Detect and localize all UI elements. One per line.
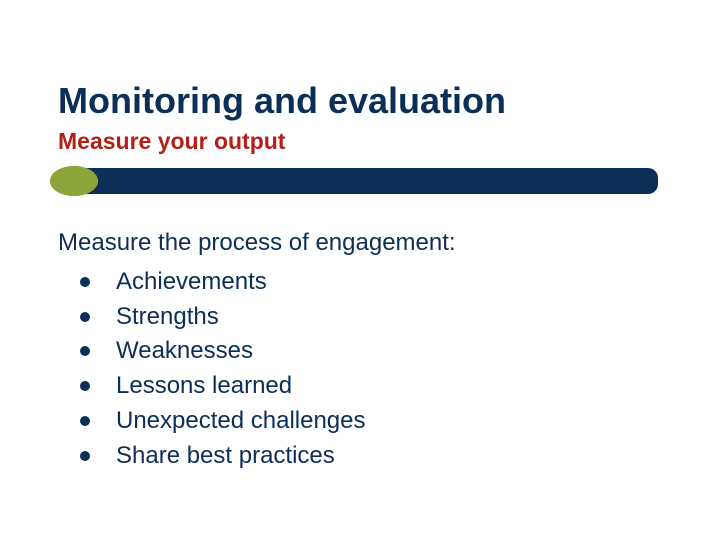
list-item: Lessons learned <box>58 369 658 404</box>
list-item: Strengths <box>58 300 658 335</box>
list-item: Unexpected challenges <box>58 404 658 439</box>
body-text: Measure the process of engagement: Achie… <box>58 226 658 474</box>
slide-subtitle: Measure your output <box>58 128 285 155</box>
divider-bar-fill <box>58 168 658 194</box>
list-item: Achievements <box>58 265 658 300</box>
lead-text: Measure the process of engagement: <box>58 226 658 261</box>
slide: Monitoring and evaluation Measure your o… <box>0 0 720 540</box>
divider-cap-icon <box>50 166 98 196</box>
list-item: Weaknesses <box>58 334 658 369</box>
bullet-list: Achievements Strengths Weaknesses Lesson… <box>58 265 658 474</box>
slide-title: Monitoring and evaluation <box>58 80 506 122</box>
divider-bar <box>58 168 658 194</box>
list-item: Share best practices <box>58 439 658 474</box>
